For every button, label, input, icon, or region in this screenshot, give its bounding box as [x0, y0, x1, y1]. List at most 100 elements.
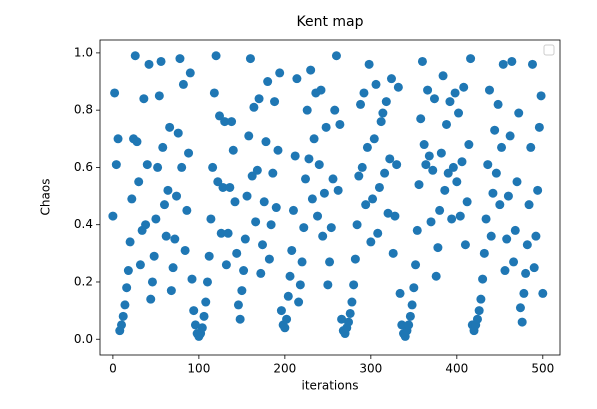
point: [433, 243, 443, 253]
point: [373, 228, 383, 238]
point: [374, 182, 384, 192]
point: [328, 174, 338, 184]
point: [395, 288, 405, 298]
point: [189, 306, 199, 316]
point: [273, 145, 283, 155]
point: [261, 137, 271, 147]
point: [404, 320, 414, 330]
point: [285, 271, 295, 281]
point: [361, 200, 371, 210]
point: [123, 266, 133, 276]
point: [177, 162, 187, 172]
point: [333, 185, 343, 195]
point: [211, 51, 221, 61]
point: [299, 223, 309, 233]
point: [263, 77, 273, 87]
point: [359, 88, 369, 98]
point: [146, 294, 156, 304]
point: [319, 188, 329, 198]
point: [497, 142, 507, 152]
point: [304, 154, 314, 164]
point: [515, 303, 525, 313]
point: [290, 151, 300, 161]
point: [423, 85, 433, 95]
point: [371, 79, 381, 89]
point: [113, 134, 123, 144]
point: [474, 306, 484, 316]
point: [392, 160, 402, 170]
point: [522, 240, 532, 250]
point: [318, 231, 328, 241]
point: [165, 122, 175, 132]
point: [197, 323, 207, 333]
point: [276, 306, 286, 316]
point: [385, 154, 395, 164]
point: [220, 117, 230, 127]
point: [490, 125, 500, 135]
point: [228, 145, 238, 155]
point: [172, 191, 182, 201]
point: [264, 254, 274, 264]
x-tick-label: 400: [445, 362, 468, 376]
point: [460, 240, 470, 250]
point: [110, 88, 120, 98]
point: [380, 168, 390, 178]
point: [239, 266, 249, 276]
point: [295, 280, 305, 290]
point: [421, 160, 431, 170]
point: [330, 105, 340, 115]
point: [287, 245, 297, 255]
point: [369, 134, 379, 144]
point: [455, 211, 465, 221]
point: [230, 197, 240, 207]
point: [450, 88, 460, 98]
point: [424, 151, 434, 161]
point: [390, 211, 400, 221]
point: [245, 54, 255, 64]
point: [240, 234, 250, 244]
point: [431, 271, 441, 281]
y-tick-label: 0.8: [74, 103, 93, 117]
y-tick-label: 0.0: [74, 332, 93, 346]
point: [288, 205, 298, 215]
point: [531, 231, 541, 241]
point: [443, 168, 453, 178]
point: [409, 283, 419, 293]
point: [218, 182, 228, 192]
point: [462, 197, 472, 207]
point: [527, 59, 537, 69]
point: [147, 277, 157, 287]
point: [151, 214, 161, 224]
point: [486, 231, 496, 241]
point: [484, 85, 494, 95]
point: [156, 56, 166, 66]
point: [204, 251, 214, 261]
point: [161, 231, 171, 241]
point: [316, 85, 326, 95]
point: [111, 160, 121, 170]
y-tick-label: 1.0: [74, 45, 93, 59]
point: [209, 88, 219, 98]
point: [168, 263, 178, 273]
point: [526, 142, 536, 152]
point: [457, 157, 467, 167]
point: [529, 263, 539, 273]
point: [132, 137, 142, 147]
point: [125, 237, 135, 247]
point: [142, 160, 152, 170]
point: [201, 297, 211, 307]
point: [388, 248, 398, 258]
point: [405, 311, 415, 321]
point: [495, 200, 505, 210]
point: [517, 317, 527, 327]
point: [232, 248, 242, 258]
point: [533, 185, 543, 195]
point: [503, 191, 513, 201]
point: [362, 142, 372, 152]
point: [447, 214, 457, 224]
point: [500, 266, 510, 276]
point: [393, 82, 403, 92]
point: [345, 308, 355, 318]
point: [325, 257, 335, 267]
point: [139, 94, 149, 104]
